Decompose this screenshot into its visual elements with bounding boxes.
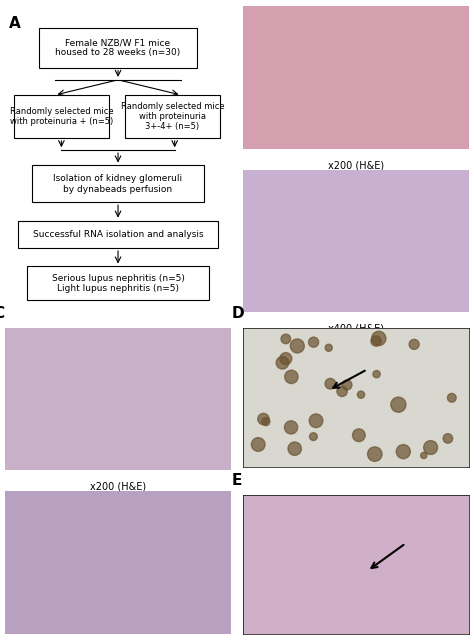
Text: E: E [231, 472, 242, 488]
Text: A: A [9, 15, 21, 31]
FancyBboxPatch shape [125, 95, 220, 138]
FancyBboxPatch shape [18, 221, 218, 248]
Text: Serious lupus nephritis (n=5)
Light lupus nephritis (n=5): Serious lupus nephritis (n=5) Light lupu… [52, 273, 184, 293]
Text: D: D [231, 306, 244, 321]
FancyBboxPatch shape [27, 266, 209, 300]
Text: Randomly selected mice
with proteinuria + (n=5): Randomly selected mice with proteinuria … [9, 107, 113, 126]
Text: x200 (H&E): x200 (H&E) [90, 481, 146, 492]
Text: Randomly selected mice
with proteinuria
3+-4+ (n=5): Randomly selected mice with proteinuria … [120, 102, 224, 131]
Text: Female NZB/W F1 mice
housed to 28 weeks (n=30): Female NZB/W F1 mice housed to 28 weeks … [55, 38, 181, 58]
Text: C: C [0, 305, 5, 321]
FancyBboxPatch shape [14, 95, 109, 138]
FancyBboxPatch shape [39, 28, 197, 68]
Text: x400 (H&E): x400 (H&E) [328, 324, 384, 333]
FancyBboxPatch shape [32, 166, 204, 202]
Text: Isolation of kidney glomeruli
by dynabeads perfusion: Isolation of kidney glomeruli by dynabea… [54, 174, 182, 193]
Text: Successful RNA isolation and analysis: Successful RNA isolation and analysis [33, 230, 203, 239]
Text: x200 (H&E): x200 (H&E) [328, 160, 384, 170]
